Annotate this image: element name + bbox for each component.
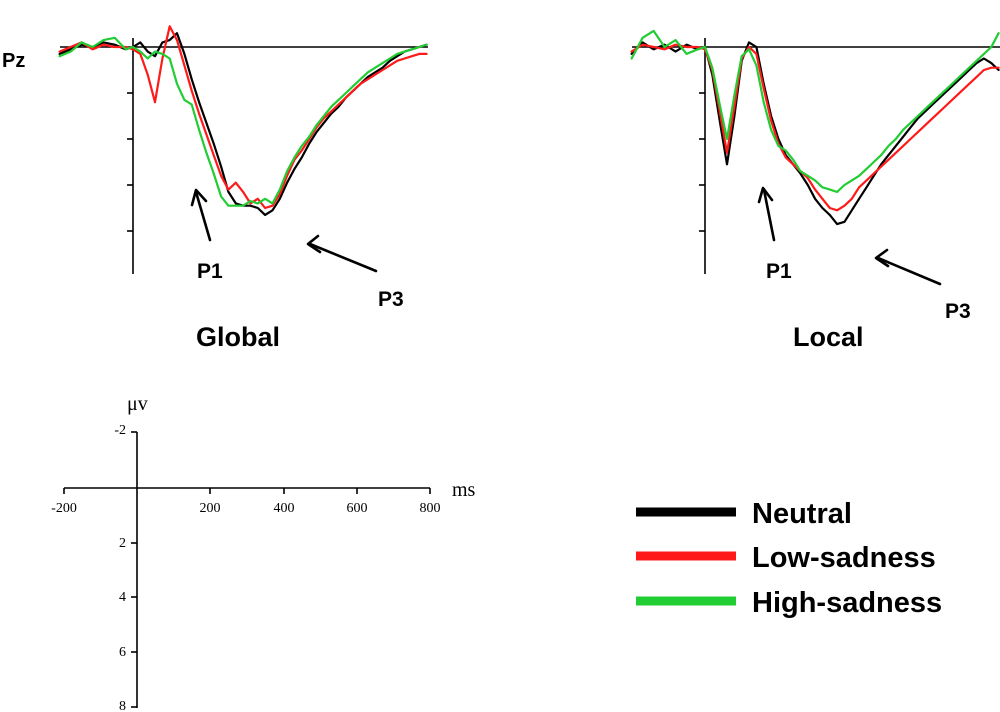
y-tick-label: 2 — [119, 536, 126, 551]
local-title: Local — [793, 322, 864, 352]
scale-y-unit: μv — [127, 393, 148, 415]
local-p1-arrowhead — [757, 186, 774, 204]
scale-y-tick-marks — [131, 431, 137, 708]
electrode-label: Pz — [2, 50, 25, 72]
x-tick-label: 200 — [200, 501, 221, 516]
x-tick-label: 800 — [420, 501, 441, 516]
scale-x-tick-marks — [63, 488, 431, 494]
y-tick-label: -2 — [114, 423, 126, 438]
global-p3-arrowhead — [306, 234, 322, 254]
global-p1-label: P1 — [197, 260, 223, 283]
y-tick-label: 8 — [119, 699, 126, 712]
global-y-ticks — [127, 92, 133, 232]
x-tick-label: 600 — [347, 501, 368, 516]
global-p1-arrow — [194, 190, 212, 242]
global-trace-high-sadness — [58, 36, 428, 207]
x-tick-label: 400 — [274, 501, 295, 516]
global-panel: P1 P3 Global — [58, 25, 428, 352]
scale-x-tick-labels: -200 200 400 600 800 — [51, 501, 440, 516]
x-tick-label: -200 — [51, 501, 77, 516]
legend-label-neutral: Neutral — [752, 498, 852, 530]
legend-item-high-sadness: High-sadness — [636, 587, 942, 619]
legend-item-neutral: Neutral — [636, 498, 852, 530]
scale-y-tick-labels: -2 2 4 6 8 — [114, 423, 126, 712]
legend-label-high-sadness: High-sadness — [752, 587, 942, 619]
global-p1-arrowhead — [190, 188, 208, 207]
legend: Neutral Low-sadness High-sadness — [636, 498, 942, 619]
y-tick-label: 6 — [119, 645, 126, 660]
global-p3-arrow — [308, 242, 378, 273]
scale-bar: μv ms -200 200 400 600 800 -2 2 4 6 — [51, 393, 475, 712]
legend-item-low-sadness: Low-sadness — [636, 542, 936, 574]
local-p3-arrowhead — [874, 248, 890, 268]
legend-label-low-sadness: Low-sadness — [752, 542, 936, 574]
local-p1-label: P1 — [766, 260, 792, 283]
global-traces — [58, 25, 428, 216]
local-panel: P1 P3 Local — [630, 29, 1000, 352]
y-tick-label: 4 — [119, 590, 126, 605]
scale-x-unit: ms — [452, 479, 476, 501]
local-p1-arrow — [762, 188, 776, 242]
global-trace-low-sadness — [58, 25, 428, 210]
global-trace-neutral — [58, 32, 428, 216]
local-traces — [630, 29, 1000, 226]
global-p3-label: P3 — [378, 288, 404, 311]
local-y-ticks — [699, 92, 705, 232]
local-p3-arrow — [876, 256, 942, 286]
local-trace-high-sadness — [630, 29, 1000, 193]
local-trace-neutral — [630, 41, 1000, 226]
local-trace-low-sadness — [630, 43, 1000, 212]
global-title: Global — [196, 322, 280, 352]
local-p3-label: P3 — [945, 300, 971, 323]
